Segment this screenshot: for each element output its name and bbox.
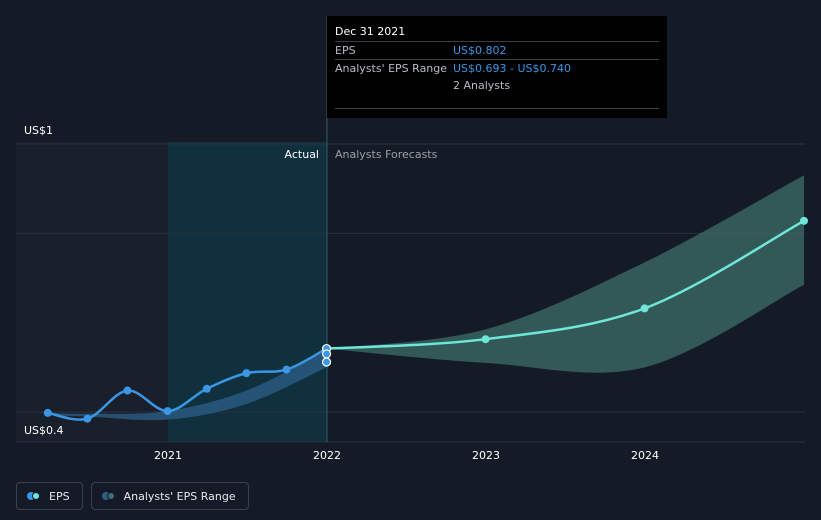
tooltip-row-range: Analysts' EPS Range US$0.693 - US$0.740 — [335, 59, 659, 77]
tooltip-date: Dec 31 2021 — [335, 25, 406, 38]
legend-label: Analysts' EPS Range — [123, 489, 236, 503]
eps-point — [481, 335, 490, 344]
eps-point — [242, 369, 251, 378]
eps-point — [163, 407, 172, 416]
eps-point — [43, 408, 52, 417]
x-tick-label: 2022 — [313, 449, 341, 462]
eps-range-band — [47, 350, 327, 421]
eps-point — [202, 384, 211, 393]
eps-point — [800, 216, 808, 225]
eps-line — [326, 219, 805, 350]
range-point — [321, 357, 332, 367]
swatch-dot — [32, 492, 40, 500]
tooltip-value: US$0.802 — [453, 44, 507, 57]
y-tick-label: US$1 — [24, 124, 53, 137]
past-region — [16, 142, 168, 442]
tooltip-divider — [335, 108, 659, 109]
eps-swatch-icon — [27, 492, 41, 500]
legend-item-eps[interactable]: EPS — [16, 482, 83, 510]
tooltip-row-eps: EPS US$0.802 — [335, 41, 659, 59]
eps-point — [282, 365, 291, 374]
tooltip-row-analysts: 2 Analysts — [335, 77, 659, 94]
legend-label: EPS — [49, 489, 70, 503]
y-tick-label: US$0.4 — [24, 424, 64, 437]
forecast-region-label: Analysts Forecasts — [335, 148, 438, 161]
x-tick-label: 2024 — [631, 449, 659, 462]
tooltip-value: US$0.693 - US$0.740 — [453, 62, 572, 75]
eps-point — [83, 414, 92, 423]
range-swatch-icon — [101, 492, 116, 500]
tooltip-value: 2 Analysts — [453, 79, 511, 92]
x-tick-label: 2021 — [154, 449, 182, 462]
legend: EPS Analysts' EPS Range — [16, 482, 249, 510]
range-point — [321, 349, 332, 359]
tooltip: Dec 31 2021 EPS US$0.802 Analysts' EPS R… — [327, 16, 667, 118]
legend-item-eps-range[interactable]: Analysts' EPS Range — [90, 482, 249, 510]
tooltip-key: EPS — [335, 44, 356, 57]
x-tick-label: 2023 — [472, 449, 500, 462]
swatch-dot — [106, 492, 115, 500]
tooltip-key — [335, 77, 453, 94]
eps-point — [123, 386, 132, 395]
actual-region-label: Actual — [285, 148, 319, 161]
eps-point — [640, 304, 649, 313]
eps-range-band — [326, 175, 804, 373]
swatch-dot — [27, 492, 35, 500]
tooltip-key: Analysts' EPS Range — [335, 62, 448, 75]
swatch-dot — [101, 492, 110, 500]
